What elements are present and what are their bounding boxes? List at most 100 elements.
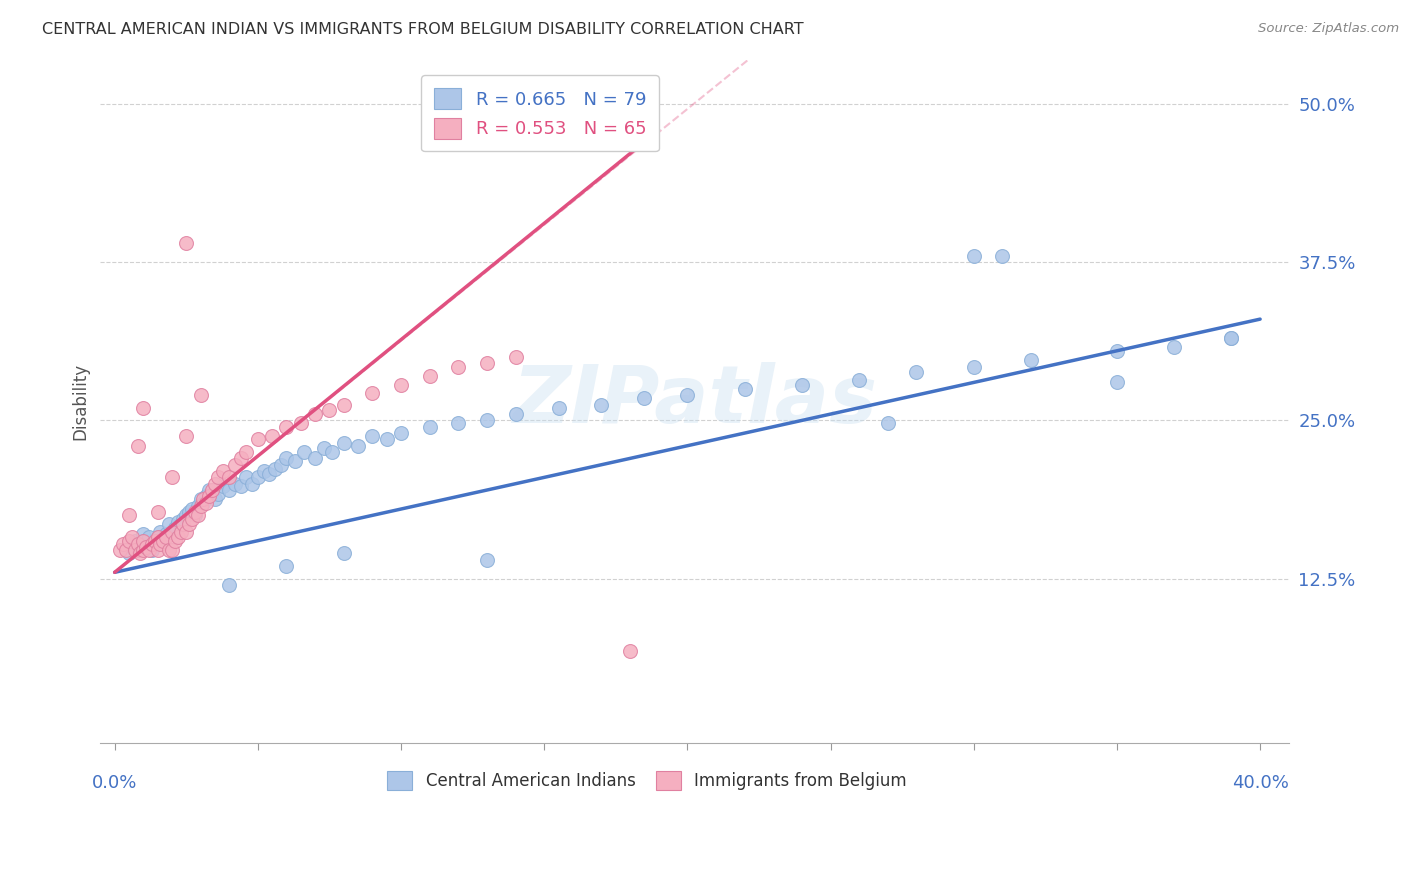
Point (1019, 352, 1042, 367)
Point (152, 533, 174, 548)
Point (132, 533, 155, 548)
Point (129, 546, 152, 560)
Point (1220, 331, 1243, 345)
Text: CENTRAL AMERICAN INDIAN VS IMMIGRANTS FROM BELGIUM DISABILITY CORRELATION CHART: CENTRAL AMERICAN INDIAN VS IMMIGRANTS FR… (42, 22, 804, 37)
Text: ZIPatlas: ZIPatlas (512, 362, 877, 441)
Point (290, 416, 312, 430)
Point (312, 442, 335, 456)
Point (155, 530, 177, 544)
Point (187, 508, 209, 523)
Point (321, 445, 343, 459)
Point (1105, 343, 1128, 358)
Point (419, 369, 441, 384)
Point (160, 524, 183, 539)
Text: 0.0%: 0.0% (91, 774, 138, 792)
Point (124, 542, 146, 557)
Point (152, 533, 174, 548)
Point (447, 416, 470, 430)
Text: Source: ZipAtlas.com: Source: ZipAtlas.com (1258, 22, 1399, 36)
Point (475, 356, 498, 370)
Point (1220, 331, 1243, 345)
Point (676, 388, 699, 402)
Point (276, 451, 298, 466)
Point (195, 489, 218, 503)
Point (790, 378, 813, 392)
Point (204, 491, 226, 506)
Point (121, 530, 143, 544)
Point (240, 476, 263, 491)
Point (187, 500, 209, 514)
Point (181, 512, 204, 526)
Point (547, 401, 569, 415)
Point (160, 470, 183, 484)
Point (198, 489, 221, 503)
Point (332, 398, 354, 412)
Point (246, 433, 269, 447)
Point (149, 537, 172, 551)
Point (332, 436, 354, 450)
Point (389, 378, 412, 392)
Point (163, 533, 186, 548)
Point (235, 470, 257, 484)
Point (132, 533, 155, 548)
Point (149, 524, 172, 539)
Point (212, 464, 235, 478)
Point (169, 524, 191, 539)
Point (160, 524, 183, 539)
Point (174, 236, 197, 251)
Point (174, 524, 197, 539)
Point (201, 483, 224, 497)
Point (190, 500, 212, 514)
Point (132, 401, 155, 415)
Point (505, 350, 527, 364)
Point (143, 533, 166, 548)
Point (229, 479, 252, 493)
Point (304, 407, 326, 421)
Point (169, 517, 191, 532)
Point (224, 458, 246, 472)
Point (252, 464, 274, 478)
Point (475, 552, 498, 566)
Point (112, 537, 135, 551)
Point (179, 504, 201, 518)
Point (143, 533, 166, 548)
Point (591, 398, 613, 412)
Point (141, 542, 163, 557)
Point (207, 487, 229, 501)
Point (876, 416, 898, 430)
Point (1105, 376, 1128, 390)
Point (115, 542, 138, 557)
Point (375, 433, 398, 447)
Point (284, 454, 307, 468)
Point (163, 521, 186, 535)
Point (207, 470, 229, 484)
Point (218, 470, 240, 484)
Point (318, 403, 340, 417)
Point (475, 413, 498, 427)
Point (138, 530, 160, 544)
Point (963, 360, 986, 375)
Point (218, 578, 240, 592)
Point (146, 530, 169, 544)
Point (193, 496, 215, 510)
Point (132, 527, 155, 541)
Point (204, 476, 226, 491)
Point (132, 542, 155, 557)
Point (235, 445, 257, 459)
Point (129, 537, 152, 551)
Point (157, 517, 180, 532)
Point (166, 515, 188, 529)
Point (184, 504, 207, 518)
Point (127, 537, 149, 551)
Point (166, 530, 188, 544)
Point (141, 537, 163, 551)
Point (110, 542, 132, 557)
Point (292, 445, 315, 459)
Point (332, 546, 354, 560)
Point (174, 428, 197, 442)
Point (198, 483, 221, 497)
Point (127, 542, 149, 557)
Point (262, 428, 284, 442)
Point (121, 540, 143, 554)
Point (224, 476, 246, 491)
